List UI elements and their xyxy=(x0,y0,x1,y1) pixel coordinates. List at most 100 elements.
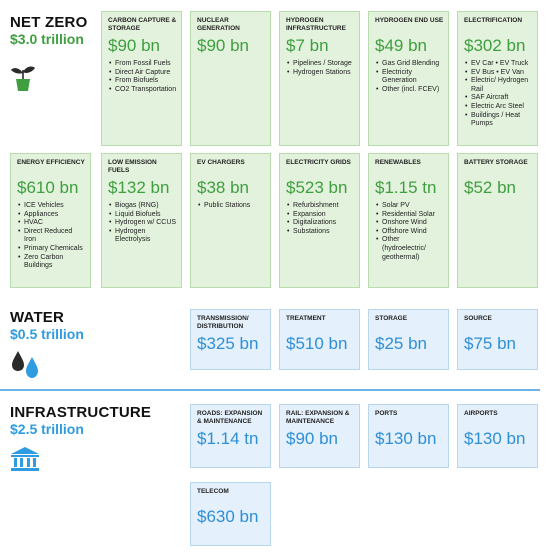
card-title: PORTS xyxy=(375,410,398,417)
card-value: $90 bn xyxy=(197,36,249,55)
card-title: ROADS: EXPANSION & MAINTENANCE xyxy=(197,410,263,425)
card-title: RAIL: EXPANSION & MAINTENANCE xyxy=(286,410,350,425)
card-value: $90 bn xyxy=(286,429,338,448)
card-item: Gas Grid Blending xyxy=(376,60,444,69)
card-item: Biogas (RNG) xyxy=(109,202,177,211)
water-total: $0.5 trillion xyxy=(10,326,84,342)
card-rail: RAIL: EXPANSION & MAINTENANCE $90 bn xyxy=(279,404,360,468)
card-electrification: ELECTRIFICATION $302 bn EV Car • EV Truc… xyxy=(457,11,538,146)
card-source: SOURCE $75 bn xyxy=(457,309,538,370)
card-item: Public Stations xyxy=(198,202,266,211)
card-item: Hydrogen w/ CCUS xyxy=(109,219,177,228)
card-ev-chargers: EV CHARGERS $38 bn Public Stations xyxy=(190,153,271,288)
card-item: EV Car • EV Truck xyxy=(465,60,533,69)
card-ports: PORTS $130 bn xyxy=(368,404,449,468)
infrastructure-title: INFRASTRUCTURE xyxy=(10,404,152,421)
card-title: TELECOM xyxy=(197,488,229,495)
card-items: ICE Vehicles Appliances HVAC Direct Redu… xyxy=(17,202,86,271)
card-value: $75 bn xyxy=(464,334,516,353)
card-treatment: TREATMENT $510 bn xyxy=(279,309,360,370)
card-value: $510 bn xyxy=(286,334,348,353)
card-value: $325 bn xyxy=(197,334,259,353)
card-item: CO2 Transportation xyxy=(109,86,177,95)
card-item: Primary Chemicals xyxy=(18,245,86,254)
card-electricity-grids: ELECTRICITY GRIDS $523 bn Refurbishment … xyxy=(279,153,360,288)
card-title: TRANSMISSION/ DISTRIBUTION xyxy=(197,315,249,330)
card-items: Gas Grid Blending Electricity Generation… xyxy=(375,60,444,94)
card-roads: ROADS: EXPANSION & MAINTENANCE $1.14 tn xyxy=(190,404,271,468)
card-items: Solar PV Residential Solar Onshore Wind … xyxy=(375,202,444,262)
card-item: Other (incl. FCEV) xyxy=(376,86,444,95)
card-value: $90 bn xyxy=(108,36,160,55)
card-item: Other (hydroelectric/ geothermal) xyxy=(376,236,444,262)
card-item: Buildings / Heat Pumps xyxy=(465,112,533,129)
card-item: SAF Aircraft xyxy=(465,94,533,103)
plant-pot-icon xyxy=(11,66,35,91)
card-item: Direct Air Capture xyxy=(109,69,177,78)
card-value: $130 bn xyxy=(375,429,437,448)
water-header: WATER $0.5 trillion xyxy=(10,309,84,343)
card-value: $610 bn xyxy=(17,178,79,197)
card-carbon-capture: CARBON CAPTURE & STORAGE $90 bn From Fos… xyxy=(101,11,182,146)
card-value: $302 bn xyxy=(464,36,526,55)
card-title: SOURCE xyxy=(464,315,492,322)
card-battery-storage: BATTERY STORAGE $52 bn xyxy=(457,153,538,288)
card-item: Hydrogen Electrolysis xyxy=(109,228,177,245)
net-zero-total: $3.0 trillion xyxy=(10,31,84,47)
card-item: Residential Solar xyxy=(376,211,444,220)
card-items: Biogas (RNG) Liquid Biofuels Hydrogen w/… xyxy=(108,202,177,245)
card-item: ICE Vehicles xyxy=(18,202,86,211)
card-title: ELECTRICITY GRIDS xyxy=(286,159,351,166)
card-item: Liquid Biofuels xyxy=(109,211,177,220)
card-item: Appliances xyxy=(18,211,86,220)
card-title: ELECTRIFICATION xyxy=(464,17,523,24)
card-value: $523 bn xyxy=(286,178,348,197)
card-title: AIRPORTS xyxy=(464,410,498,417)
card-item: From Fossil Fuels xyxy=(109,60,177,69)
card-items: EV Car • EV Truck EV Bus • EV Van Electr… xyxy=(464,60,533,129)
card-item: From Biofuels xyxy=(109,77,177,86)
card-nuclear-generation: NUCLEAR GENERATION $90 bn xyxy=(190,11,271,146)
water-title: WATER xyxy=(10,309,65,326)
card-title: HYDROGEN END USE xyxy=(375,17,444,24)
card-hydrogen-end-use: HYDROGEN END USE $49 bn Gas Grid Blendin… xyxy=(368,11,449,146)
card-items: Pipelines / Storage Hydrogen Stations xyxy=(286,60,355,77)
card-water-storage: STORAGE $25 bn xyxy=(368,309,449,370)
card-item: Direct Reduced Iron xyxy=(18,228,86,245)
card-item: HVAC xyxy=(18,219,86,228)
card-low-emission-fuels: LOW EMISSION FUELS $132 bn Biogas (RNG) … xyxy=(101,153,182,288)
card-value: $38 bn xyxy=(197,178,249,197)
card-item: Solar PV xyxy=(376,202,444,211)
card-transmission-distribution: TRANSMISSION/ DISTRIBUTION $325 bn xyxy=(190,309,271,370)
card-telecom: TELECOM $630 bn xyxy=(190,482,271,546)
card-value: $130 bn xyxy=(464,429,526,448)
card-title: BATTERY STORAGE xyxy=(464,159,528,166)
card-item: Electric/ Hydrogen Rail xyxy=(465,77,533,94)
card-item: Electric Arc Steel xyxy=(465,103,533,112)
card-value: $1.15 tn xyxy=(375,178,437,197)
card-value: $132 bn xyxy=(108,178,170,197)
card-value: $7 bn xyxy=(286,36,329,55)
card-items: Refurbishment Expansion Digitalizations … xyxy=(286,202,355,236)
card-item: Expansion xyxy=(287,211,355,220)
water-drops-icon xyxy=(12,351,38,378)
card-item: Electricity Generation xyxy=(376,69,444,86)
card-item: Refurbishment xyxy=(287,202,355,211)
card-item: Offshore Wind xyxy=(376,228,444,237)
card-value: $630 bn xyxy=(197,507,259,526)
card-title: HYDROGEN INFRASTRUCTURE xyxy=(286,17,346,32)
card-title: STORAGE xyxy=(375,315,408,322)
card-item: Hydrogen Stations xyxy=(287,69,355,78)
card-hydrogen-infrastructure: HYDROGEN INFRASTRUCTURE $7 bn Pipelines … xyxy=(279,11,360,146)
infrastructure-total: $2.5 trillion xyxy=(10,421,84,437)
card-item: Digitalizations xyxy=(287,219,355,228)
card-item: Zero Carbon Buildings xyxy=(18,254,86,271)
bank-building-icon xyxy=(11,447,39,471)
card-items: From Fossil Fuels Direct Air Capture Fro… xyxy=(108,60,177,94)
card-title: EV CHARGERS xyxy=(197,159,245,166)
card-title: CARBON CAPTURE & STORAGE xyxy=(108,17,177,32)
card-value: $52 bn xyxy=(464,178,516,197)
card-title: TREATMENT xyxy=(286,315,326,322)
section-divider xyxy=(0,389,540,391)
card-item: Substations xyxy=(287,228,355,237)
